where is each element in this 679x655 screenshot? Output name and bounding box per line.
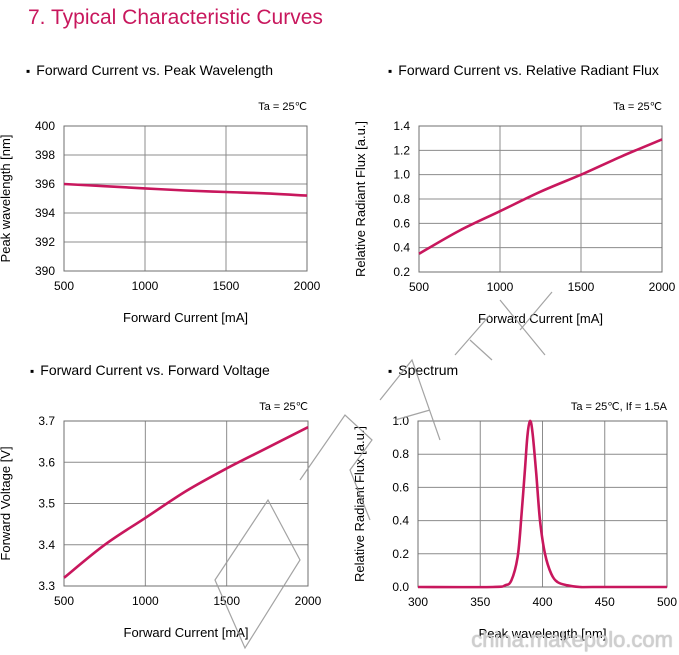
y-tick-label: 3.3 [38, 579, 55, 593]
y-tick-label: 0.0 [392, 580, 409, 594]
y-tick-label: 0.2 [393, 265, 410, 279]
x-tick-label: 1000 [487, 280, 514, 294]
y-axis-label: Relative Radiant Flux [a.u.] [352, 426, 367, 582]
x-tick-label: 1000 [132, 594, 159, 608]
x-axis-label: Peak wavelength [nm] [479, 626, 607, 641]
chart-3-heading: ▪ Forward Current vs. Forward Voltage [30, 362, 270, 378]
plot-frame [417, 420, 668, 588]
chart-2-heading: ▪ Forward Current vs. Relative Radiant Fl… [388, 62, 659, 78]
x-tick-label: 500 [409, 280, 429, 294]
chart-2: 500 1000 1500 2000 1.4 1.2 1.0 0.8 0.6 0.4 0.2 Forw… [353, 101, 676, 326]
y-tick-label: 398 [35, 148, 55, 162]
data-series-line [63, 426, 309, 579]
y-tick-label: 0.2 [392, 547, 409, 561]
x-axis-label: Forward Current [mA] [478, 311, 603, 326]
chart-1-title: Forward Current vs. Peak Wavelength [36, 62, 274, 78]
bullet-icon: ▪ [26, 64, 31, 78]
y-axis-label: Forward Voltage [V] [0, 446, 13, 560]
data-series-line [417, 419, 667, 589]
x-tick-label: 2000 [649, 280, 676, 294]
x-tick-label: 2000 [294, 279, 321, 293]
x-tick-label: 2000 [295, 594, 322, 608]
x-tick-label: 1500 [213, 279, 240, 293]
x-tick-label: 500 [54, 594, 74, 608]
y-tick-label: 390 [35, 264, 55, 278]
data-series-line [418, 138, 663, 255]
x-axis-label: Forward Current [mA] [123, 310, 248, 325]
x-tick-label: 1500 [568, 280, 595, 294]
chart-4: 300 350 400 450 500 1.0 0.8 0.6 0.4 0.2 0.0 Peak wa… [352, 401, 677, 641]
chart-3: 500 1000 1500 2000 3.7 3.6 3.5 3.4 3.3 Forward Cu… [0, 401, 322, 640]
x-tick-label: 1000 [132, 279, 159, 293]
condition-note: Ta = 25℃, If = 1.5A [571, 401, 668, 413]
plot-frame [418, 125, 663, 273]
x-tick-label: 300 [408, 595, 428, 609]
x-tick-label: 500 [54, 279, 74, 293]
y-tick-label: 3.6 [38, 455, 55, 469]
x-tick-label: 1500 [213, 594, 240, 608]
y-axis-label: Peak wavelength [nm] [0, 135, 13, 263]
chart-1-heading: ▪ Forward Current vs. Peak Wavelength [26, 62, 273, 78]
condition-note: Ta = 25℃ [258, 101, 307, 113]
chart-3-title: Forward Current vs. Forward Voltage [40, 362, 270, 378]
y-tick-label: 0.6 [393, 216, 410, 230]
y-tick-label: 0.8 [393, 192, 410, 206]
bullet-icon: ▪ [388, 64, 393, 78]
site-watermark: china.makepolo.com [471, 627, 673, 652]
y-tick-label: 3.5 [38, 497, 55, 511]
condition-note: Ta = 25℃ [613, 101, 662, 113]
x-tick-label: 450 [595, 595, 615, 609]
y-tick-label: 1.2 [393, 143, 410, 157]
x-axis-label: Forward Current [mA] [124, 625, 249, 640]
y-tick-label: 3.4 [38, 538, 55, 552]
x-tick-label: 350 [470, 595, 490, 609]
plot-frame [63, 125, 308, 272]
data-series-line [63, 182, 308, 197]
y-tick-label: 1.4 [393, 119, 410, 133]
y-axis-label: Relative Radiant Flux [a.u.] [353, 121, 368, 277]
condition-note: Ta = 25℃ [259, 401, 308, 413]
y-tick-label: 1.0 [393, 168, 410, 182]
x-tick-label: 400 [532, 595, 552, 609]
y-tick-label: 392 [35, 235, 55, 249]
y-tick-label: 0.4 [392, 514, 409, 528]
y-tick-label: 400 [35, 119, 55, 133]
y-tick-label: 3.7 [38, 414, 55, 428]
y-tick-label: 394 [35, 206, 55, 220]
y-tick-label: 0.4 [393, 241, 410, 255]
y-tick-label: 0.8 [392, 447, 409, 461]
chart-1: 500 1000 1500 2000 400 398 396 394 392 390 Forward… [0, 101, 321, 325]
chart-2-title: Forward Current vs. Relative Radiant Flu… [398, 62, 659, 78]
x-tick-label: 500 [657, 595, 677, 609]
y-tick-label: 1.0 [392, 414, 409, 428]
page-title: 7. Typical Characteristic Curves [28, 6, 323, 29]
y-tick-label: 0.6 [392, 480, 409, 494]
y-tick-label: 396 [35, 177, 55, 191]
bullet-icon: ▪ [30, 364, 35, 378]
